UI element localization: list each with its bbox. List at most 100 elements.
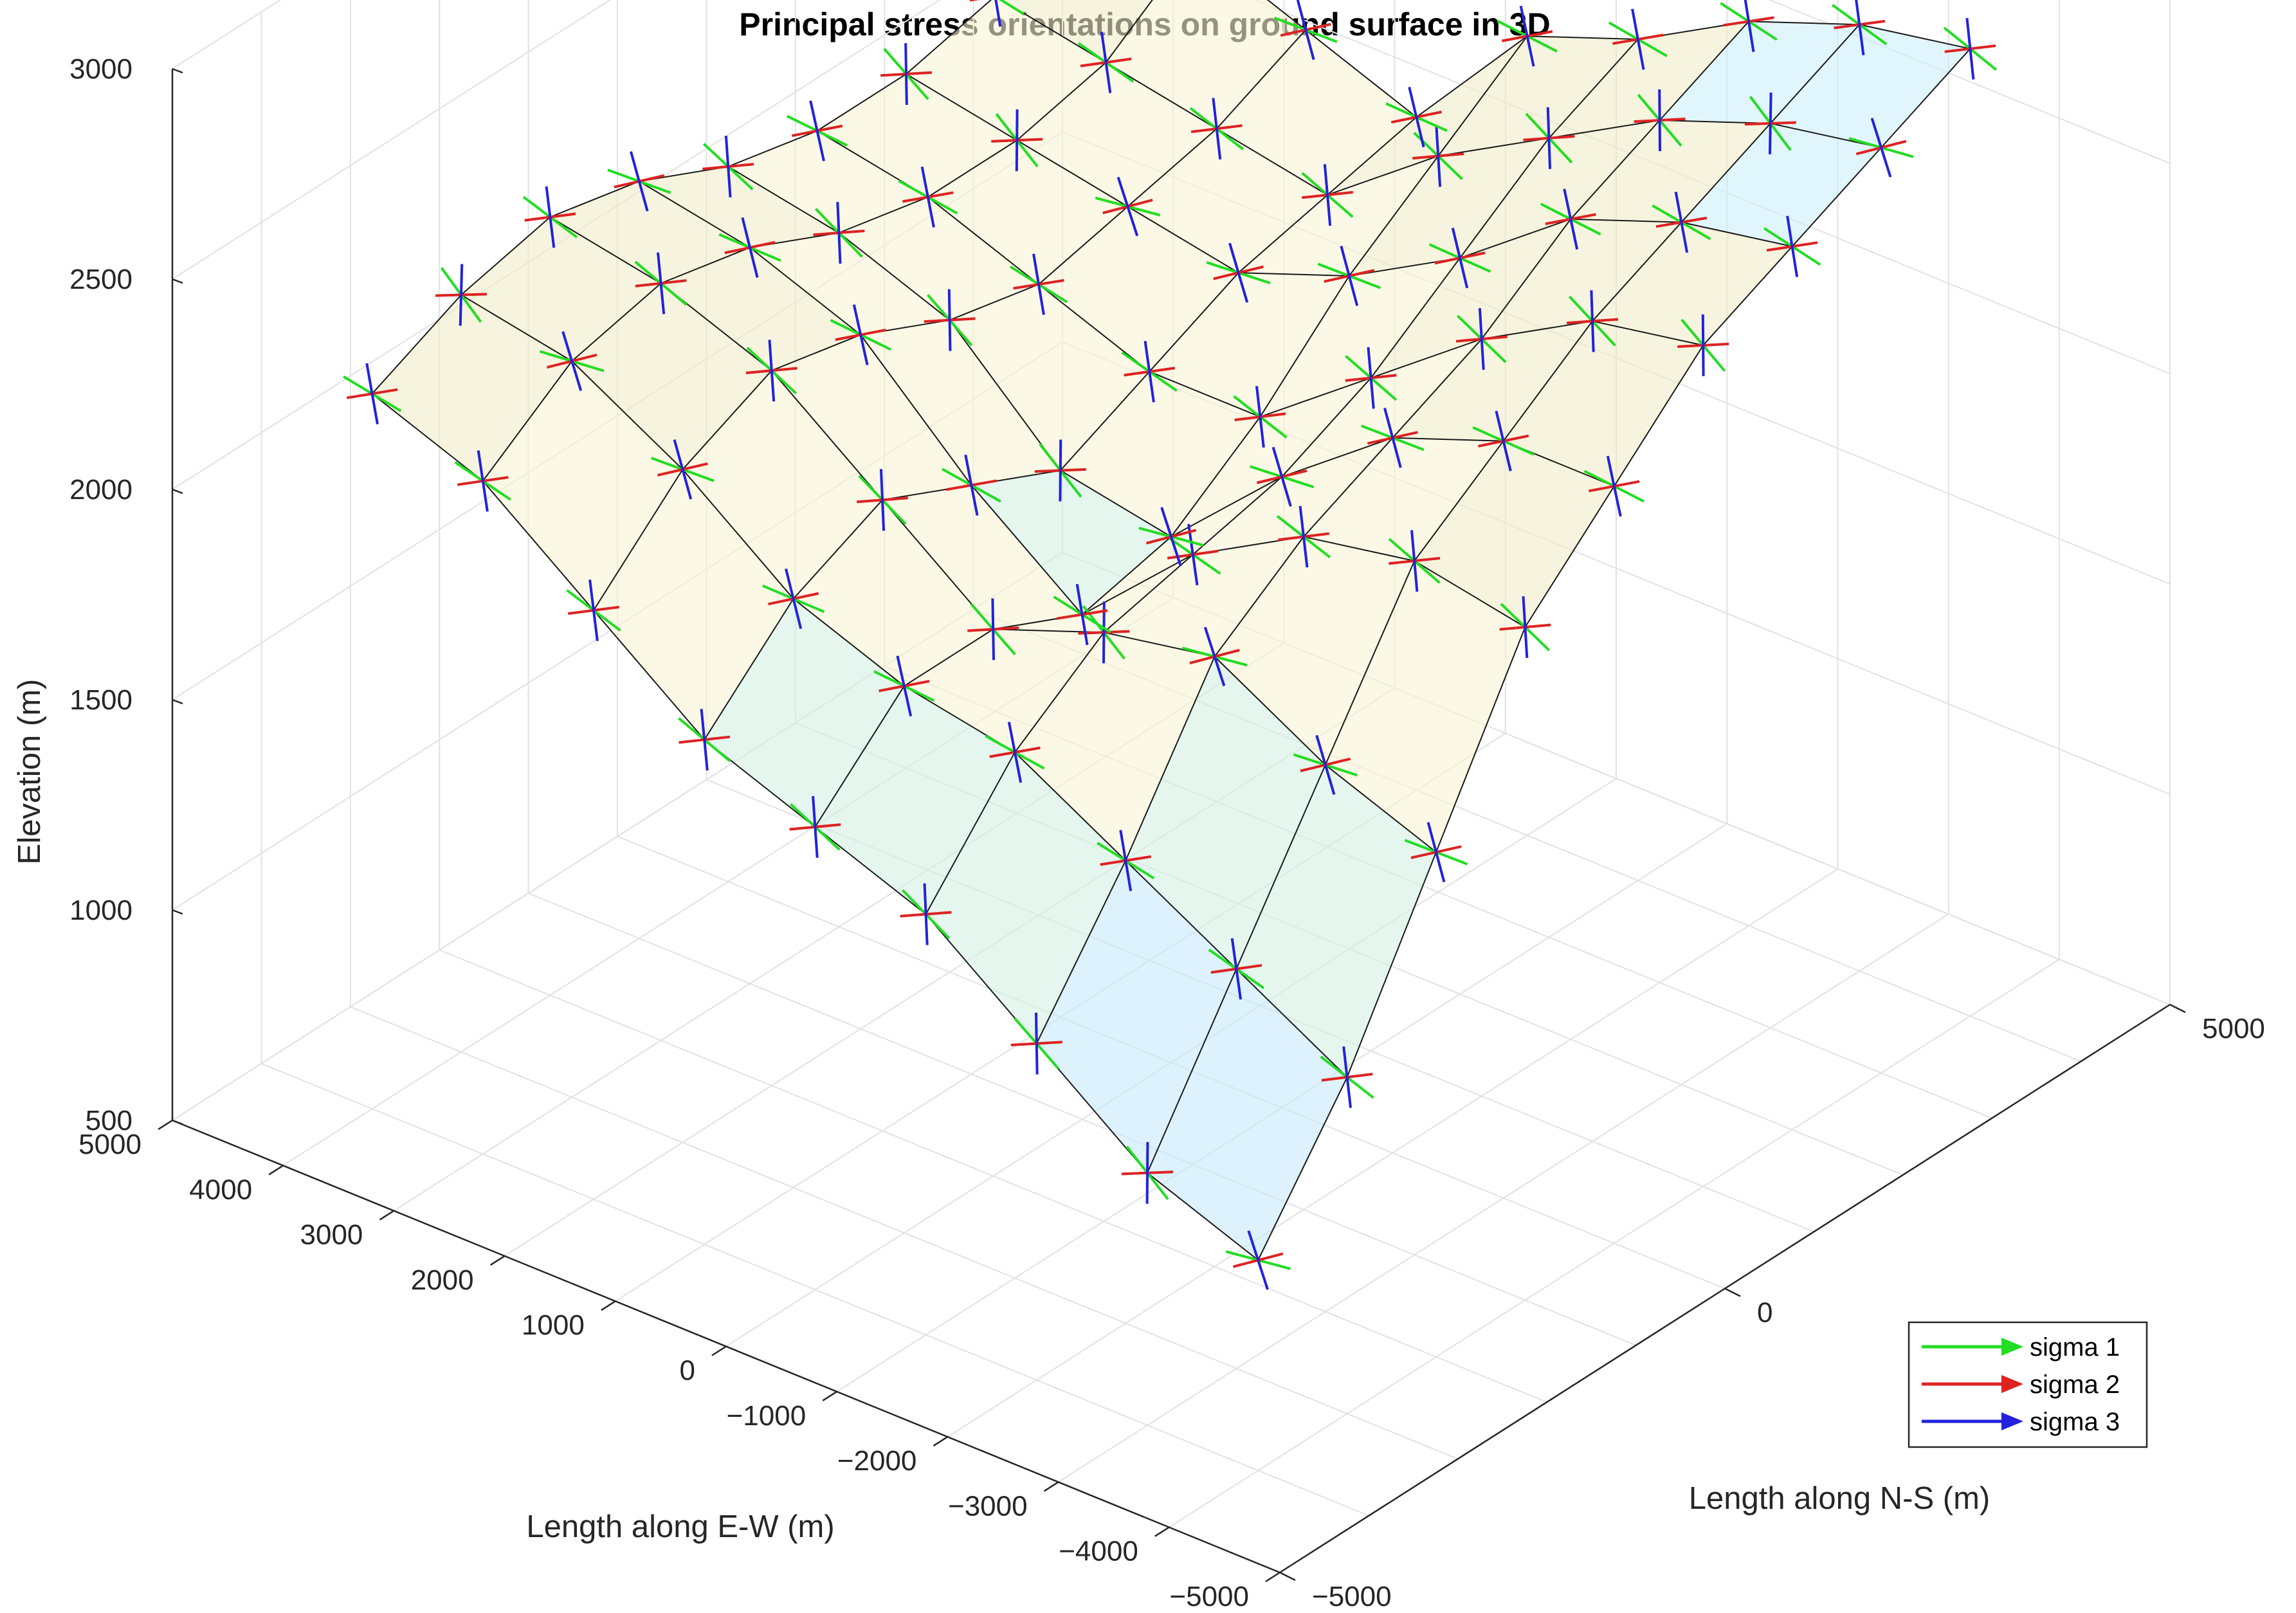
surface-patch <box>839 197 1039 320</box>
sigma3-glyph <box>994 0 1002 27</box>
axes: 500040003000200010000−1000−2000−3000−400… <box>69 53 2265 1612</box>
y-tick-label: 0 <box>1757 1297 1772 1329</box>
mesh-edge <box>1060 469 1172 538</box>
mesh-edge <box>661 246 751 284</box>
surface-patch <box>771 334 972 500</box>
z-tick <box>172 488 183 495</box>
mesh-edge <box>1149 370 1261 418</box>
mesh-edge <box>949 284 1039 321</box>
z-tick-label: 2500 <box>69 264 132 295</box>
surface-patch <box>927 140 1128 285</box>
mesh-edge <box>839 196 929 233</box>
sigma3-glyph <box>1383 407 1402 468</box>
z-tick <box>172 698 183 705</box>
x-tick-label: 0 <box>680 1355 695 1387</box>
legend-sigma2-label: sigma 2 <box>2030 1371 2120 1399</box>
mesh-edge <box>1214 656 1326 766</box>
mesh-edge <box>1235 968 1348 1078</box>
x-axis-label: Length along E-W (m) <box>526 1509 834 1544</box>
mesh-edge <box>860 334 972 486</box>
sigma3-glyph <box>923 883 929 945</box>
x-tick-label: 3000 <box>300 1219 363 1251</box>
sigma3-glyph <box>1701 314 1705 376</box>
mesh-edge <box>749 247 861 336</box>
mesh-edge <box>1281 377 1372 477</box>
surface-patch <box>594 469 794 740</box>
surface-patch <box>639 167 839 248</box>
sigma3-glyph <box>1408 86 1425 148</box>
sigma3-glyph <box>1410 530 1419 592</box>
grid-line <box>1768 0 2171 164</box>
surface-patch <box>1238 156 1439 276</box>
sigma3-glyph <box>477 450 489 512</box>
sigma3-glyph <box>1034 1012 1039 1075</box>
surface-patch <box>1017 62 1217 207</box>
mesh-edge <box>1035 860 1127 1044</box>
mesh-edge <box>482 360 573 482</box>
sigma3-glyph <box>1100 32 1112 93</box>
mesh-edge <box>1016 62 1107 141</box>
mesh-edge <box>1592 320 1704 346</box>
surface-patch <box>1770 24 1971 148</box>
surface-patch <box>550 181 750 284</box>
sigma3-glyph <box>1116 176 1139 237</box>
z-tick <box>172 1119 183 1125</box>
mesh-edge <box>1127 206 1239 273</box>
sigma3-glyph <box>545 186 556 248</box>
mesh-edge <box>1371 338 1482 379</box>
sigma3-glyph <box>1744 0 1755 53</box>
mesh-edge <box>1238 272 1349 277</box>
y-tick-label: −5000 <box>1312 1581 1392 1612</box>
mesh-edge <box>1348 156 1439 277</box>
sigma3-glyph <box>1495 410 1512 471</box>
mesh-edge <box>1592 221 1682 322</box>
y-tick <box>1724 1288 1741 1297</box>
mesh-edge <box>1038 284 1150 372</box>
mesh-edge <box>1392 437 1504 442</box>
surface-patch <box>1549 21 1749 138</box>
mesh-edge <box>771 370 883 500</box>
mesh-edge <box>571 360 684 470</box>
mesh-edge <box>1325 764 1437 853</box>
mesh-edge <box>1324 560 1416 765</box>
surface-patch <box>704 599 904 827</box>
x-tick <box>1265 1571 1280 1583</box>
mesh-edge <box>1681 221 1792 248</box>
surface-patch <box>1371 219 1571 378</box>
legend-sigma1-arrow-icon <box>2001 1338 2023 1356</box>
grid-line <box>439 949 1547 1403</box>
surface-patch <box>1304 437 1504 561</box>
x-tick <box>711 1345 727 1356</box>
mesh-edge <box>482 480 594 611</box>
surface-patch <box>1592 222 1792 345</box>
mesh-edge <box>814 826 927 915</box>
sigma3-glyph <box>812 796 819 858</box>
mesh-edge <box>1571 218 1682 223</box>
mesh-edge <box>970 484 1083 615</box>
surface-patch <box>1438 36 1638 156</box>
x-tick <box>489 1255 506 1266</box>
surface-patch <box>815 686 1015 915</box>
grid-line <box>172 0 612 280</box>
z-tick-label: 500 <box>86 1105 132 1136</box>
mesh-edge <box>906 73 1017 141</box>
surface-patch <box>971 470 1171 615</box>
surface-patch <box>906 0 1106 141</box>
sigma3-glyph <box>852 304 869 365</box>
surface-patch <box>817 74 1017 197</box>
surface-patch <box>1392 321 1592 441</box>
mesh-edge <box>1014 632 1105 753</box>
sigma3-glyph <box>1296 0 1315 60</box>
mesh-edge <box>1038 206 1129 285</box>
mesh-edge <box>1216 29 1306 129</box>
mesh-edge <box>1266 0 1306 31</box>
sigma3-glyph <box>836 201 842 264</box>
sigma3-glyph <box>1519 5 1535 67</box>
surface-patch <box>1036 861 1237 1173</box>
surface-patch <box>904 629 1104 752</box>
mesh-edge <box>1414 441 1504 561</box>
mesh-edge <box>1214 536 1304 657</box>
legend-sigma3-arrow-icon <box>2001 1412 2023 1430</box>
sigma3-glyph <box>1119 830 1133 891</box>
sigma3-glyph <box>630 151 649 212</box>
